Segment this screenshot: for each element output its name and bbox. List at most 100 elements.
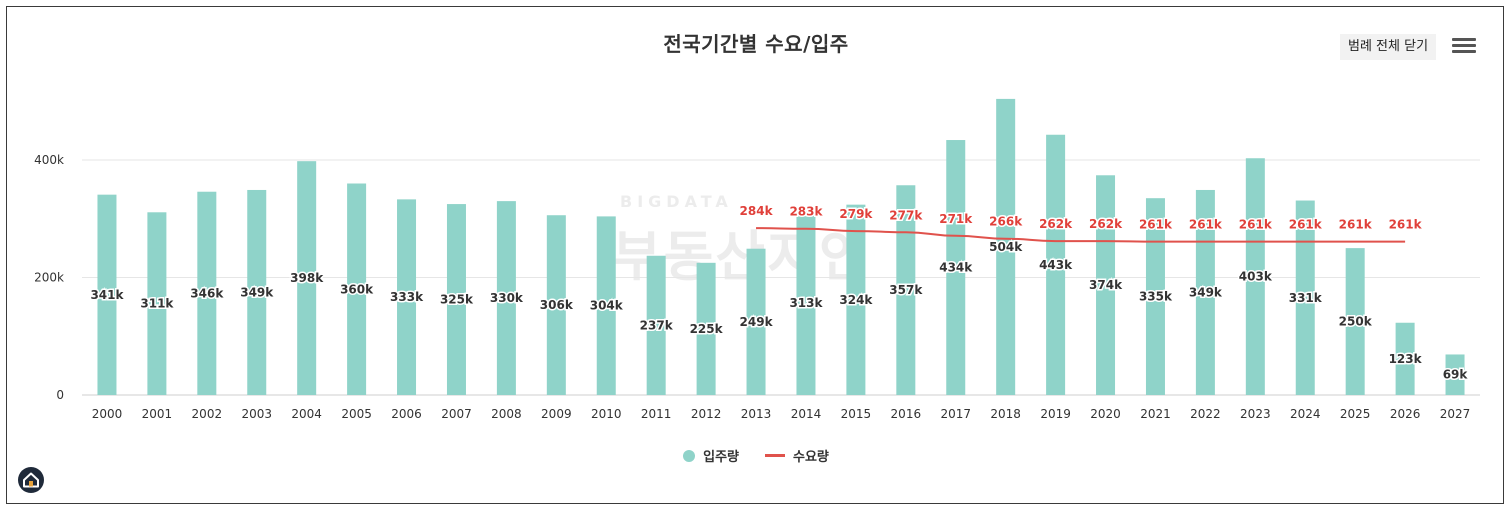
hamburger-menu-icon[interactable] [1452, 36, 1476, 58]
line-data-label: 261k [1289, 218, 1323, 232]
x-tick-label: 2008 [491, 407, 522, 421]
bar[interactable] [397, 199, 417, 395]
bar-data-label: 349k [1189, 285, 1223, 299]
x-tick-label: 2021 [1140, 407, 1171, 421]
x-tick-label: 2011 [641, 407, 672, 421]
bar-data-label: 313k [789, 296, 823, 310]
x-tick-label: 2020 [1090, 407, 1121, 421]
x-tick-label: 2004 [291, 407, 322, 421]
bar-data-label: 311k [140, 297, 174, 311]
bar[interactable] [347, 183, 367, 396]
bar[interactable] [996, 98, 1016, 396]
x-tick-label: 2027 [1440, 407, 1471, 421]
bar[interactable] [1245, 158, 1265, 395]
y-tick-label: 200k [34, 271, 64, 285]
bar-data-label: 324k [839, 293, 873, 307]
bar[interactable] [197, 191, 217, 395]
bar[interactable] [896, 185, 916, 395]
x-tick-label: 2015 [841, 407, 872, 421]
line-data-label: 284k [740, 204, 774, 218]
bar[interactable] [446, 204, 466, 395]
bar-data-label: 434k [939, 261, 973, 275]
bar[interactable] [796, 211, 816, 395]
bar[interactable] [496, 201, 516, 395]
y-tick-label: 400k [34, 153, 64, 167]
line-data-label: 261k [1189, 218, 1223, 232]
line-data-label: 261k [1389, 218, 1423, 232]
bar[interactable] [297, 161, 317, 395]
bar-data-label: 504k [989, 240, 1023, 254]
bar[interactable] [646, 255, 666, 395]
legend-toggle-button[interactable]: 범례 전체 닫기 [1340, 34, 1437, 60]
legend-label-move-in: 입주량 [703, 450, 739, 465]
bar[interactable] [696, 262, 716, 395]
bar-data-label: 237k [640, 318, 674, 332]
legend-label-demand: 수요량 [793, 450, 829, 465]
x-axis: 2000 2001 2002 2003 2004 2005 2006 2007 2008 2009… [92, 407, 1471, 421]
x-tick-label: 2006 [391, 407, 422, 421]
bar-series [97, 98, 1465, 396]
y-tick-label: 0 [56, 388, 64, 402]
legend-line-icon [765, 454, 785, 457]
x-tick-label: 2001 [142, 407, 173, 421]
x-tick-label: 2026 [1390, 407, 1421, 421]
bar[interactable] [1295, 200, 1315, 395]
legend-item-move-in[interactable]: 입주량 [683, 446, 739, 465]
demand-line[interactable] [756, 227, 1406, 243]
x-tick-label: 2013 [741, 407, 772, 421]
bar-data-label: 403k [1239, 270, 1273, 284]
bar[interactable] [596, 216, 616, 395]
bar[interactable] [946, 140, 966, 395]
bar-data-label: 346k [190, 286, 224, 300]
bar-data-label: 357k [889, 283, 923, 297]
bar-data-label: 335k [1139, 290, 1173, 304]
bar-data-label: 249k [740, 315, 774, 329]
x-tick-label: 2007 [441, 407, 472, 421]
bar[interactable] [147, 212, 167, 395]
bar[interactable] [1445, 354, 1465, 395]
bar-data-label: 304k [590, 299, 624, 313]
x-tick-label: 2017 [940, 407, 971, 421]
bar-data-label: 331k [1289, 291, 1323, 305]
line-data-label: 261k [1139, 218, 1173, 232]
bar-data-label: 374k [1089, 278, 1123, 292]
x-tick-label: 2018 [990, 407, 1021, 421]
bar[interactable] [1046, 134, 1066, 396]
x-tick-label: 2023 [1240, 407, 1271, 421]
bar[interactable] [846, 204, 866, 395]
bar[interactable] [746, 248, 766, 395]
x-tick-label: 2016 [891, 407, 922, 421]
bar-data-label: 325k [440, 293, 474, 307]
bar[interactable] [97, 194, 117, 395]
x-tick-label: 2024 [1290, 407, 1321, 421]
line-data-label: 277k [889, 208, 923, 222]
brand-logo-icon[interactable] [18, 467, 44, 493]
bar-data-label: 349k [240, 285, 274, 299]
line-data-label: 266k [989, 215, 1023, 229]
bar-data-label: 69k [1443, 368, 1469, 382]
bar[interactable] [546, 215, 566, 395]
bar-data-label: 250k [1339, 315, 1373, 329]
bar[interactable] [1345, 248, 1365, 395]
bar-data-label: 360k [340, 282, 374, 296]
bar[interactable] [1395, 322, 1415, 395]
data-labels: 341k 311k 346k 349k 398k 360k 333k 325k 330k 306k… [89, 203, 1470, 384]
x-tick-label: 2003 [241, 407, 272, 421]
x-tick-label: 2025 [1340, 407, 1371, 421]
line-data-label: 279k [839, 207, 873, 221]
chart-title: 전국기간별 수요/입주 [663, 32, 849, 56]
bar[interactable] [1096, 175, 1116, 395]
bar-data-label: 225k [690, 322, 724, 336]
bar-data-label: 341k [90, 288, 124, 302]
x-tick-label: 2022 [1190, 407, 1221, 421]
bar[interactable] [1145, 198, 1165, 395]
x-tick-label: 2012 [691, 407, 722, 421]
x-tick-label: 2005 [341, 407, 372, 421]
x-tick-label: 2009 [541, 407, 572, 421]
y-axis: 0 200k 400k [34, 153, 64, 402]
line-data-label: 261k [1239, 218, 1273, 232]
bar[interactable] [247, 189, 267, 395]
x-tick-label: 2002 [192, 407, 223, 421]
legend-item-demand[interactable]: 수요량 [765, 446, 829, 465]
